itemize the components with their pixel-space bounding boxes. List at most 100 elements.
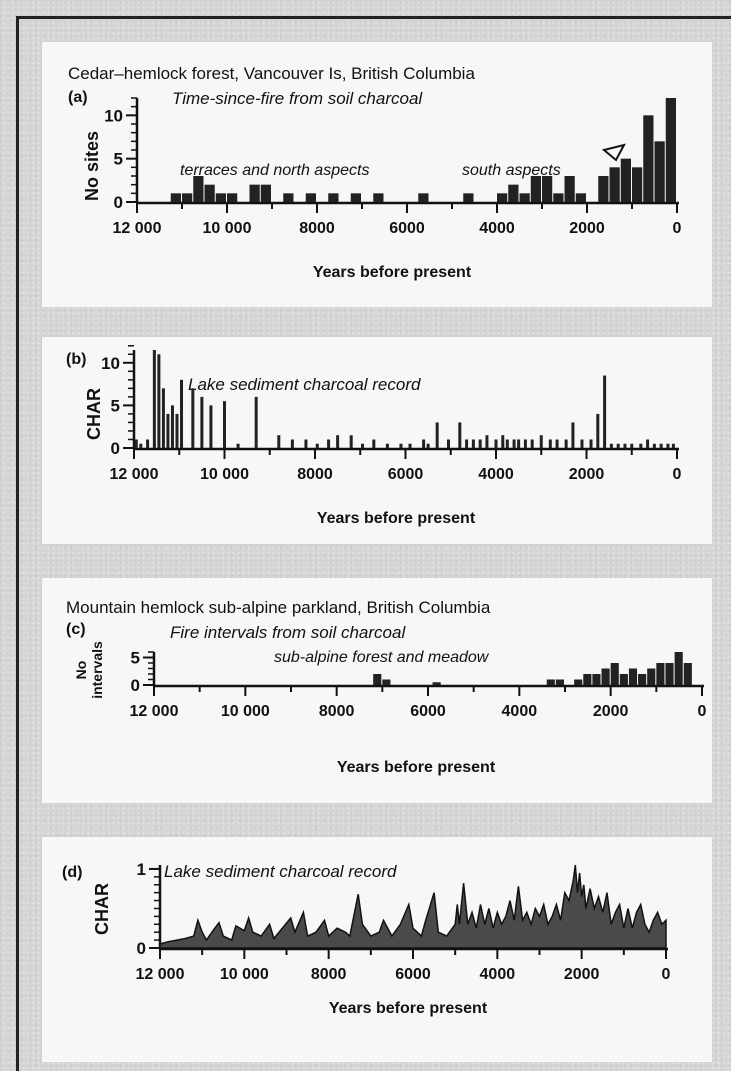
chart-c-x-tick-label: 2000 bbox=[593, 703, 629, 720]
chart-a-annotation-2: south aspects bbox=[462, 162, 561, 179]
frame-left-border bbox=[16, 16, 19, 1071]
chart-b-bar bbox=[223, 401, 226, 448]
chart-b-x-tick-label: 0 bbox=[673, 466, 682, 483]
chart-d-x-tick-label: 12 000 bbox=[136, 966, 185, 983]
chart-b-bar bbox=[616, 443, 620, 448]
chart-c-bar bbox=[628, 668, 638, 685]
chart-b-bar bbox=[512, 439, 516, 448]
chart-b-x-tick-label: 12 000 bbox=[110, 466, 159, 483]
chart-c-ylabel-line-1: No bbox=[73, 661, 89, 680]
chart-a-bar bbox=[328, 193, 339, 202]
chart-a-bar bbox=[564, 176, 575, 202]
chart-b-bar bbox=[399, 443, 403, 448]
chart-b-bar bbox=[630, 443, 634, 448]
chart-a-annotation-1: terraces and north aspects bbox=[180, 162, 369, 179]
chart-b-bar bbox=[152, 350, 156, 448]
chart-a-panel-letter: (a) bbox=[68, 89, 88, 106]
chart-a: Cedar–hemlock forest, Vancouver Is, Brit… bbox=[68, 64, 682, 281]
chart-c-bar bbox=[683, 663, 692, 685]
panel-b: (b) Lake sediment charcoal record CHAR Y… bbox=[42, 337, 712, 544]
chart-b-x-tick-label: 4000 bbox=[478, 466, 514, 483]
chart-a-x-tick-label: 12 000 bbox=[113, 220, 162, 237]
chart-a-bar bbox=[508, 184, 519, 202]
chart-b-bar bbox=[327, 439, 331, 448]
chart-d-subtitle: Lake sediment charcoal record bbox=[164, 862, 397, 881]
chart-a-y-tick-label: 5 bbox=[114, 150, 123, 169]
chart-b-panel-letter: (b) bbox=[66, 351, 86, 368]
chart-b-bar bbox=[161, 388, 165, 448]
chart-b-bar bbox=[555, 439, 559, 448]
chart-b-bar bbox=[304, 439, 308, 448]
panel-c: Mountain hemlock sub-alpine parkland, Br… bbox=[42, 578, 712, 803]
chart-c-xlabel: Years before present bbox=[337, 759, 496, 776]
chart-a-title: Cedar–hemlock forest, Vancouver Is, Brit… bbox=[68, 64, 475, 83]
chart-b-bar bbox=[580, 439, 584, 448]
chart-a-x-tick-label: 6000 bbox=[389, 220, 425, 237]
chart-b-xlabel: Years before present bbox=[317, 510, 476, 527]
chart-a-x-tick-label: 2000 bbox=[569, 220, 605, 237]
chart-b-bar bbox=[254, 396, 258, 448]
frame-top-border bbox=[16, 16, 731, 19]
chart-b-x-tick-label: 6000 bbox=[388, 466, 424, 483]
chart-c-bar bbox=[656, 663, 665, 685]
chart-b-bar bbox=[446, 439, 450, 448]
chart-c-ylabel-line-2: intervals bbox=[89, 641, 105, 699]
chart-c-bar bbox=[373, 674, 382, 685]
chart-b-bar bbox=[200, 396, 204, 448]
chart-a-y-tick-label: 0 bbox=[114, 193, 123, 212]
chart-b-bar bbox=[505, 439, 509, 448]
chart-c-subtitle: Fire intervals from soil charcoal bbox=[170, 623, 406, 642]
chart-a-bar bbox=[249, 184, 260, 202]
chart-c-bar bbox=[592, 674, 601, 685]
chart-b-bar bbox=[671, 443, 675, 448]
chart-d-x-tick-label: 4000 bbox=[480, 966, 516, 983]
chart-c-title: Mountain hemlock sub-alpine parkland, Br… bbox=[66, 598, 491, 617]
chart-b-bar bbox=[659, 443, 663, 448]
chart-c-x-tick-label: 4000 bbox=[502, 703, 538, 720]
chart-b-bar bbox=[191, 388, 195, 448]
chart-a-bar bbox=[665, 98, 676, 202]
chart-b-bar bbox=[485, 435, 489, 448]
chart-a-bar bbox=[463, 193, 474, 202]
chart-b-bar bbox=[564, 439, 568, 448]
chart-a-x-tick-label: 0 bbox=[673, 220, 682, 237]
chart-b-bar bbox=[639, 443, 643, 448]
chart-b-bar bbox=[422, 439, 426, 448]
chart-a-x-tick-label: 4000 bbox=[479, 220, 515, 237]
chart-b-bar bbox=[478, 439, 482, 448]
chart-a-bar bbox=[373, 193, 384, 202]
chart-b-bar bbox=[139, 443, 143, 448]
chart-c-bar bbox=[665, 663, 674, 685]
chart-b-bar bbox=[571, 422, 575, 448]
chart-b-bar bbox=[277, 435, 281, 448]
chart-b-subtitle: Lake sediment charcoal record bbox=[188, 375, 421, 394]
chart-b-bar bbox=[175, 413, 179, 448]
chart-a-bar bbox=[598, 176, 609, 202]
chart-c-x-tick-label: 10 000 bbox=[221, 703, 270, 720]
chart-a-xlabel: Years before present bbox=[313, 264, 472, 281]
chart-b-bar bbox=[465, 439, 469, 448]
chart-d-panel-letter: (d) bbox=[62, 864, 82, 881]
chart-c-x-tick-label: 6000 bbox=[410, 703, 446, 720]
chart-a-bar bbox=[193, 176, 204, 202]
chart-a-subtitle: Time-since-fire from soil charcoal bbox=[172, 89, 423, 108]
chart-b-bar bbox=[471, 439, 475, 448]
chart-a-bar bbox=[620, 158, 631, 202]
chart-d-y-tick-label: 1 bbox=[137, 860, 146, 879]
chart-b-bar bbox=[361, 443, 365, 448]
chart-b-bar bbox=[596, 413, 600, 448]
chart-b-bar bbox=[603, 375, 607, 448]
chart-b-bar bbox=[170, 405, 174, 448]
chart-c-y-tick-label: 5 bbox=[131, 649, 140, 668]
chart-a-bar bbox=[632, 167, 643, 202]
chart-b-bar bbox=[385, 443, 389, 448]
chart-c-bar bbox=[647, 668, 656, 685]
chart-a-bar bbox=[575, 193, 586, 202]
chart-b-y-tick-label: 5 bbox=[111, 396, 120, 415]
chart-a-x-tick-label: 10 000 bbox=[203, 220, 252, 237]
chart-b-bar bbox=[372, 439, 376, 448]
chart-a-bar bbox=[182, 193, 193, 202]
chart-a-bar bbox=[654, 141, 665, 202]
chart-a-bar bbox=[643, 115, 654, 202]
